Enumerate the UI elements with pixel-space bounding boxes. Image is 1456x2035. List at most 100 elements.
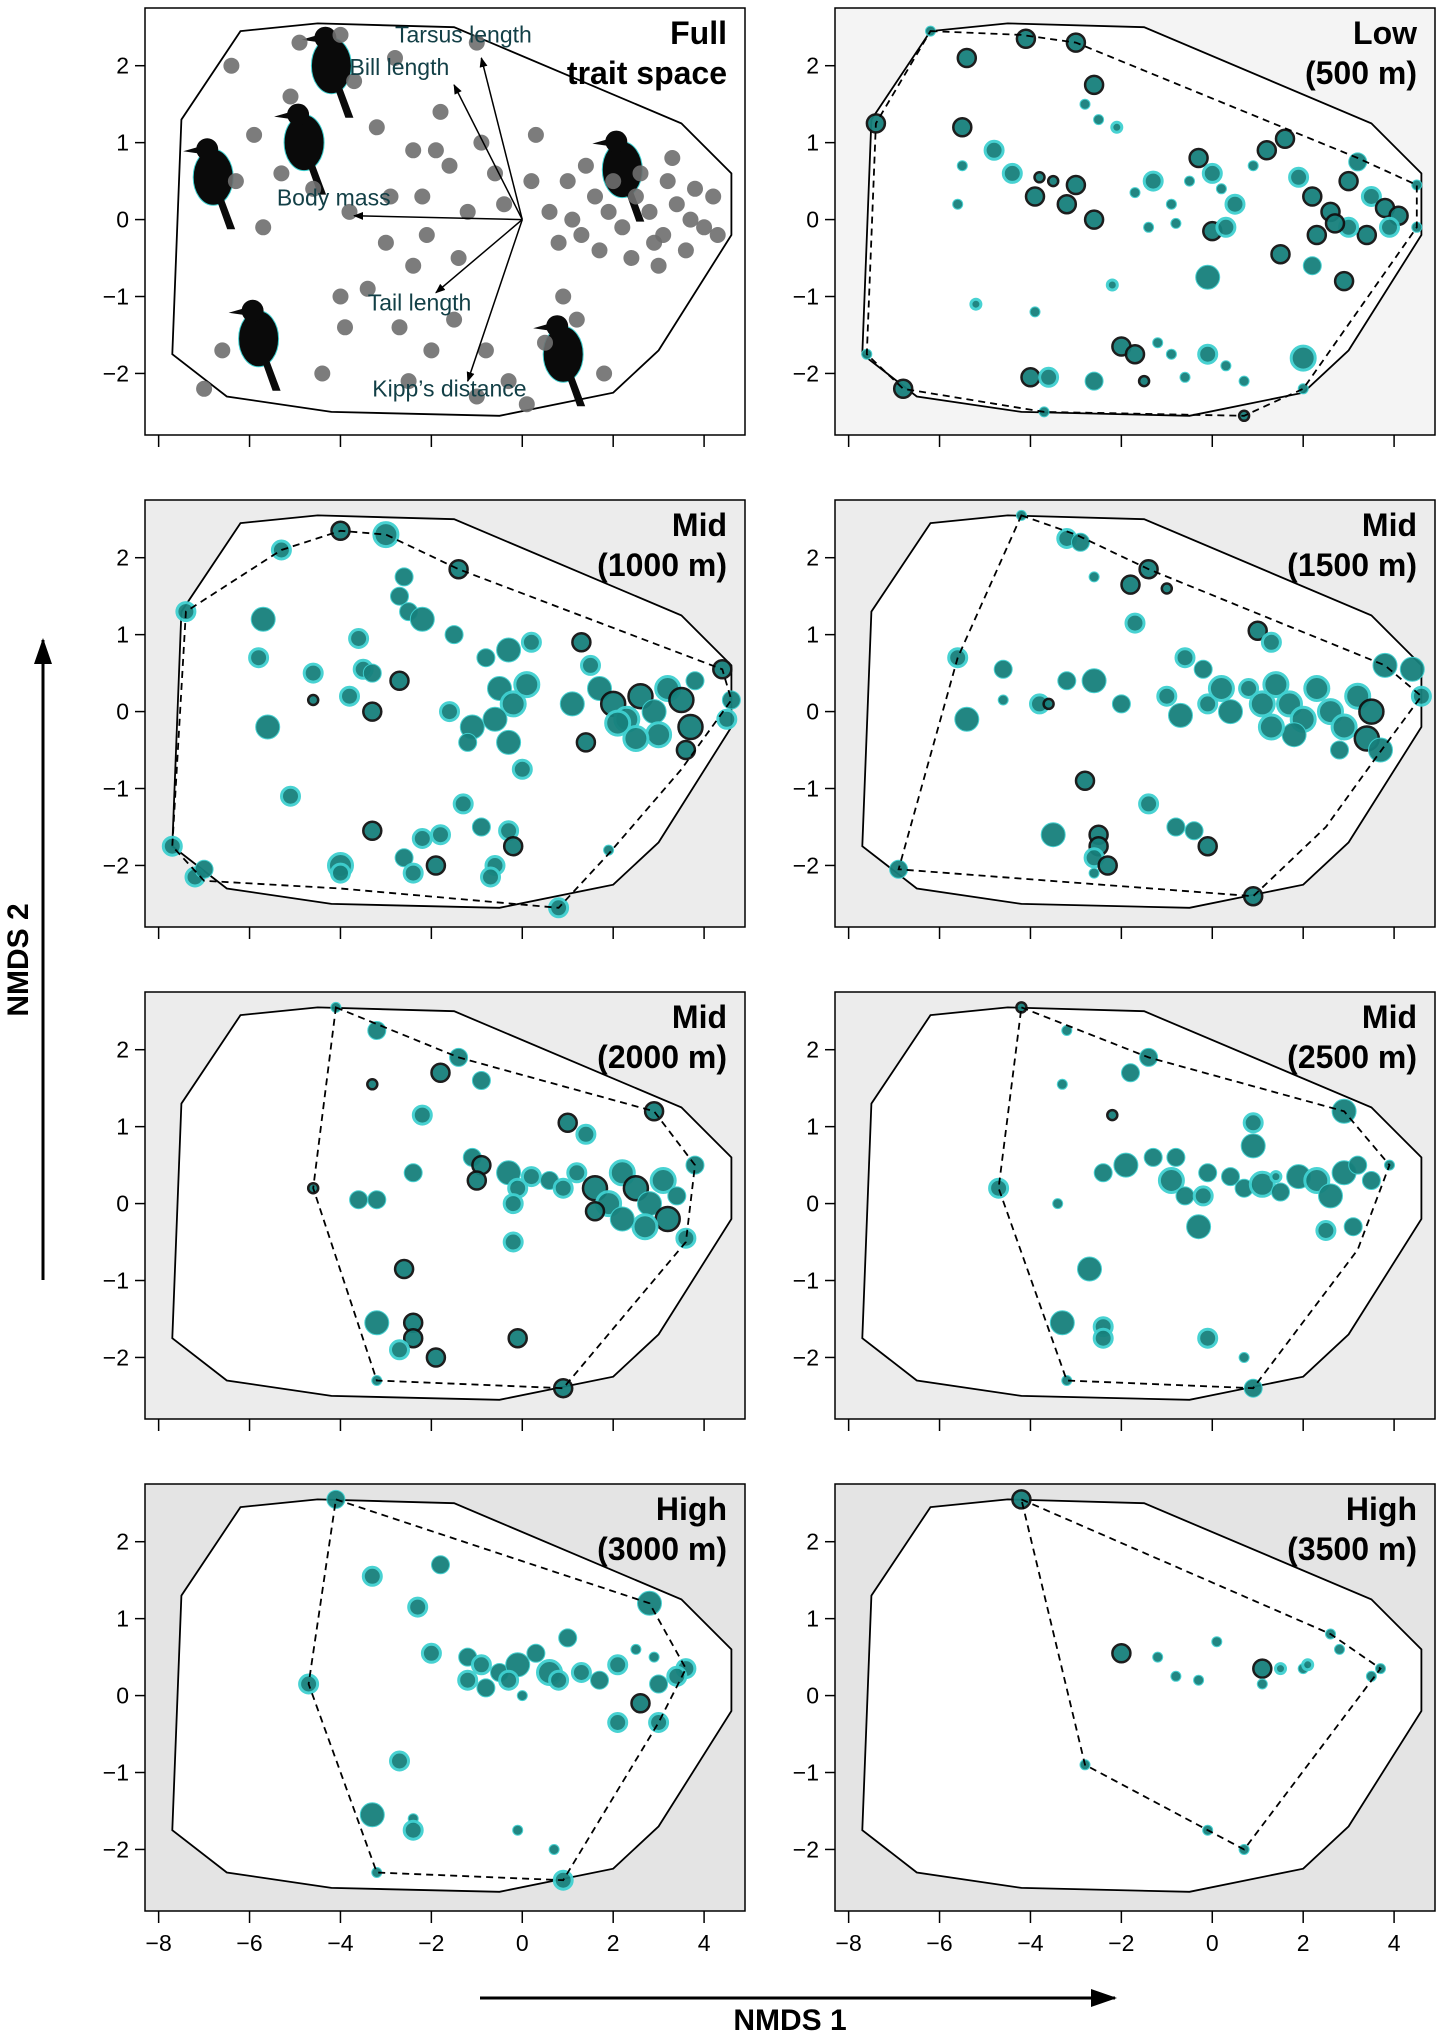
species-point	[444, 625, 464, 645]
panel-title-line: (1000 m)	[597, 547, 727, 583]
points	[861, 25, 1423, 423]
x-ticks	[157, 435, 705, 447]
species-point	[427, 142, 444, 159]
species-point	[575, 1123, 597, 1145]
species-point	[394, 567, 414, 587]
species-point	[1288, 166, 1310, 188]
species-point	[559, 691, 585, 717]
species-point	[402, 1819, 424, 1841]
species-point	[1361, 1171, 1381, 1190]
species-point	[1175, 1186, 1195, 1206]
species-point	[604, 709, 632, 737]
panel-title: Mid (1500 m)	[1287, 507, 1417, 583]
y-tick-label: 0	[806, 1191, 819, 1217]
species-point	[716, 708, 738, 730]
species-point	[548, 1844, 560, 1855]
species-point	[1197, 835, 1218, 857]
species-point	[1170, 1670, 1182, 1682]
species-point	[668, 686, 695, 714]
species-point	[471, 1071, 491, 1090]
y-tick-label: −1	[103, 776, 129, 802]
species-point	[555, 288, 572, 305]
species-point	[1160, 582, 1174, 595]
species-point	[1083, 74, 1105, 96]
species-point	[1106, 1108, 1119, 1122]
panel-title: High (3500 m)	[1287, 1491, 1417, 1567]
species-point	[721, 690, 741, 710]
y-tick-label: 0	[116, 1191, 129, 1217]
species-point	[614, 219, 631, 236]
species-point	[372, 521, 400, 549]
species-point	[969, 297, 983, 311]
species-point	[649, 1167, 677, 1194]
species-point	[1156, 685, 1178, 707]
full-trait-hull	[861, 22, 1423, 417]
species-point	[359, 1802, 385, 1828]
species-point	[1093, 1163, 1113, 1183]
species-point	[513, 671, 541, 699]
species-point	[1020, 367, 1041, 388]
species-point	[650, 257, 667, 274]
species-point	[367, 1021, 387, 1040]
y-tick-label: −1	[793, 1268, 819, 1294]
y-tick-label: −2	[793, 360, 819, 386]
y-tick-label: 1	[806, 622, 819, 648]
y-tick-label: 0	[116, 699, 129, 725]
species-point	[1015, 28, 1037, 50]
species-point	[418, 227, 435, 243]
species-point	[273, 165, 290, 182]
species-point	[954, 706, 980, 732]
y-tick-label: 2	[116, 545, 129, 571]
x-tick-label: −2	[418, 1930, 444, 1956]
species-point	[1302, 186, 1323, 207]
tinamou-silhouette-icon	[274, 103, 327, 195]
species-point	[1184, 175, 1195, 187]
species-point	[409, 606, 435, 632]
panel-mid-1000-m: Mid (1000 m) 2 1 0 −1 −2	[103, 499, 746, 939]
panel-title-line: (500 m)	[1305, 55, 1417, 91]
panel-title-line: Mid	[1362, 507, 1417, 543]
species-point	[1324, 213, 1346, 234]
panel-title-line: (3000 m)	[597, 1531, 727, 1567]
x-ticks	[847, 1419, 1395, 1431]
species-point	[1274, 1662, 1287, 1676]
species-point	[643, 1101, 665, 1122]
species-point	[1193, 659, 1213, 679]
panel-title: Mid (1000 m)	[597, 507, 727, 583]
y-tick-label: −2	[103, 852, 129, 878]
species-point	[1224, 193, 1246, 215]
species-point	[1248, 690, 1276, 718]
x-tick-label: −4	[1017, 1930, 1043, 1956]
x-ticks: −8 −6 −4 −2 0 2 4	[836, 1911, 1401, 1956]
species-point	[596, 365, 613, 382]
species-point	[1193, 1674, 1205, 1686]
species-point	[1138, 793, 1160, 815]
y-tick-label: −1	[793, 776, 819, 802]
species-point	[476, 1678, 496, 1698]
species-point	[1165, 198, 1177, 210]
species-point	[1360, 186, 1382, 207]
panel-mid-1500-m: Mid (1500 m) 2 1 0 −1 −2	[793, 499, 1436, 939]
species-point	[1124, 343, 1146, 365]
species-point	[997, 694, 1009, 706]
community-hull	[171, 529, 733, 909]
species-point	[502, 1193, 524, 1215]
species-point	[1137, 374, 1151, 388]
species-point	[382, 188, 399, 205]
x-tick-label: 0	[516, 1930, 529, 1956]
y-ticks: 2 1 0 −1 −2	[103, 1037, 145, 1370]
species-point	[1301, 1658, 1315, 1672]
species-point	[527, 126, 544, 143]
species-point	[1186, 1214, 1212, 1240]
species-point	[1207, 675, 1235, 702]
species-point	[1238, 1352, 1250, 1363]
community-hull	[997, 1006, 1391, 1390]
species-point	[675, 1227, 697, 1249]
y-ticks: 2 1 0 −1 −2	[793, 1529, 835, 1862]
y-tick-label: −2	[793, 852, 819, 878]
species-point	[1248, 1170, 1276, 1198]
y-tick-label: 1	[806, 130, 819, 156]
species-point	[983, 139, 1005, 161]
species-point	[496, 637, 522, 663]
species-point	[361, 1565, 383, 1587]
